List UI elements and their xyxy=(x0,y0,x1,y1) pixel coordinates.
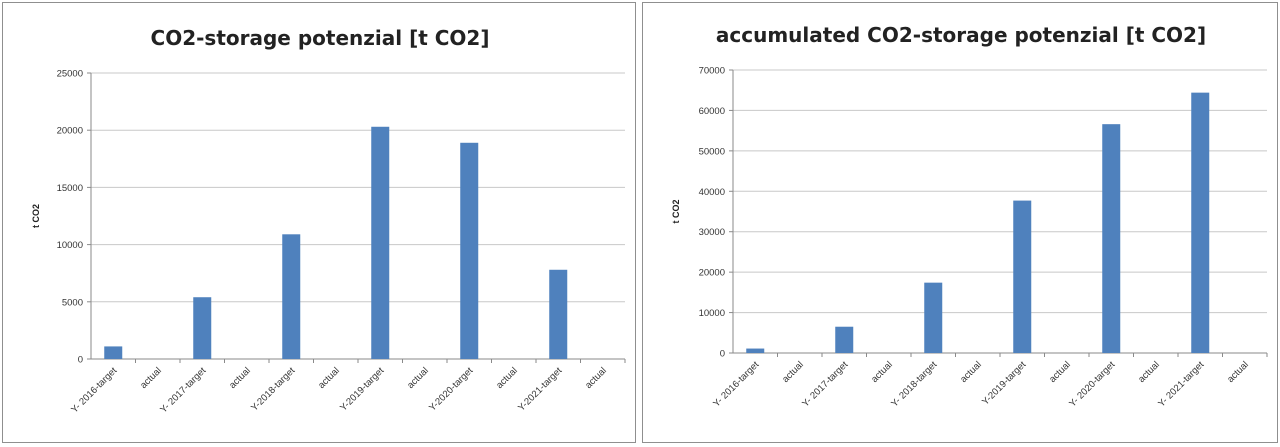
annual-bar xyxy=(460,142,479,359)
annual-x-tick-label: actual xyxy=(138,365,164,391)
annual-y-tick-label: 10000 xyxy=(57,240,83,251)
accumulated-x-tick-label: actual xyxy=(780,359,806,385)
annual-x-tick-label: actual xyxy=(316,365,342,391)
accumulated-chart-title: accumulated CO2-storage potenzial [t CO2… xyxy=(716,23,1206,47)
accumulated-x-tick-label: actual xyxy=(869,359,895,385)
accumulated-y-tick-label: 10000 xyxy=(699,308,725,319)
annual-x-tick-label: actual xyxy=(494,365,520,391)
accumulated-x-tick-label: Y- 2020-target xyxy=(1067,359,1117,409)
chart-panel-annual: CO2-storage potenzial [t CO2] 0 5000 10000 1… xyxy=(2,2,636,443)
accumulated-y-axis-label: t CO2 xyxy=(671,199,681,223)
annual-bar xyxy=(371,126,390,359)
annual-y-tick-label: 15000 xyxy=(57,183,83,194)
annual-storage-chart: CO2-storage potenzial [t CO2] 0 5000 10000 1… xyxy=(31,26,626,415)
accumulated-bar xyxy=(1191,92,1210,353)
accumulated-bar xyxy=(746,348,765,353)
annual-bar xyxy=(104,346,123,359)
accumulated-y-tick-label: 0 xyxy=(720,349,725,360)
accumulated-y-tick-label: 30000 xyxy=(699,227,725,238)
accumulated-x-tick-label: actual xyxy=(958,359,984,385)
annual-chart-title: CO2-storage potenzial [t CO2] xyxy=(151,26,490,50)
annual-bar xyxy=(282,234,301,359)
accumulated-bar xyxy=(1013,200,1032,353)
accumulated-x-tick-label: actual xyxy=(1047,359,1073,385)
annual-x-tick-label: Y-2018-target xyxy=(249,365,297,413)
accumulated-x-tick-label: Y- 2016-target xyxy=(711,359,761,409)
annual-y-axis-label: t CO2 xyxy=(31,204,41,228)
annual-x-tick-label: actual xyxy=(405,365,431,391)
accumulated-y-tick-label: 70000 xyxy=(699,66,725,77)
annual-x-tick-label: Y-2019-target xyxy=(338,365,386,413)
annual-x-tick-label: actual xyxy=(583,365,609,391)
annual-x-tick-label: actual xyxy=(227,365,253,391)
annual-y-tick-label: 25000 xyxy=(57,69,83,80)
annual-y-tick-label: 5000 xyxy=(62,297,83,308)
accumulated-bar xyxy=(924,282,943,353)
accumulated-x-tick-label: actual xyxy=(1136,359,1162,385)
annual-x-tick-label: Y- 2016-target xyxy=(69,365,119,415)
accumulated-y-tick-label: 20000 xyxy=(699,268,725,279)
annual-y-tick-label: 0 xyxy=(78,355,83,366)
annual-bar xyxy=(193,297,212,359)
annual-x-tick-label: Y-2020-target xyxy=(427,365,475,413)
accumulated-x-tick-label: Y- 2021-target xyxy=(1156,359,1206,409)
accumulated-x-tick-label: Y- 2017-target xyxy=(800,359,850,409)
annual-y-tick-label: 20000 xyxy=(57,126,83,137)
accumulated-x-tick-label: actual xyxy=(1225,359,1251,385)
annual-bar xyxy=(549,269,568,359)
chart-panel-accumulated: accumulated CO2-storage potenzial [t CO2… xyxy=(642,2,1278,443)
accumulated-bar xyxy=(835,326,854,353)
accumulated-y-tick-label: 60000 xyxy=(699,106,725,117)
accumulated-x-tick-label: Y-2019-target xyxy=(980,359,1028,407)
accumulated-y-tick-label: 40000 xyxy=(699,187,725,198)
annual-x-tick-label: Y-2021-target xyxy=(516,365,564,413)
accumulated-x-tick-label: Y- 2018-target xyxy=(889,359,939,409)
accumulated-bar xyxy=(1102,124,1121,353)
accumulated-y-tick-label: 50000 xyxy=(699,146,725,157)
annual-x-tick-label: Y- 2017-target xyxy=(158,365,208,415)
accumulated-storage-chart: accumulated CO2-storage potenzial [t CO2… xyxy=(671,23,1268,409)
